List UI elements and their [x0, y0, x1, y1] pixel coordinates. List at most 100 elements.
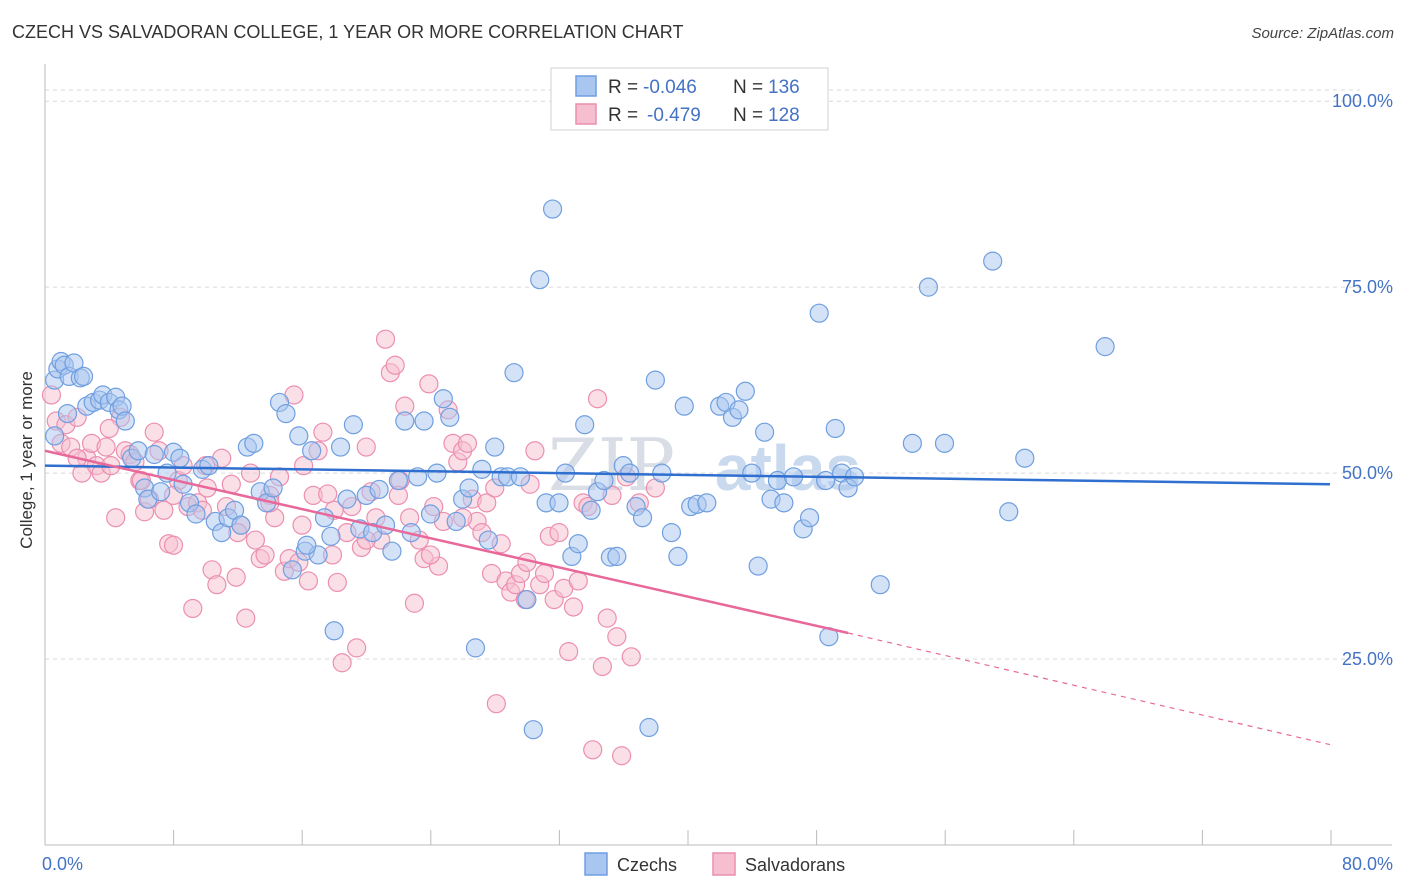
- czech-point: [934, 433, 955, 453]
- salvadoran-point: [404, 593, 425, 613]
- czech-point: [735, 381, 755, 401]
- y-tick-label: 100.0%: [1332, 91, 1393, 111]
- y-tick-label: 50.0%: [1342, 463, 1393, 483]
- salvadoran-point: [154, 500, 174, 520]
- czech-point: [581, 500, 601, 520]
- salvadoran-point: [163, 535, 184, 555]
- czech-point: [639, 717, 659, 738]
- czech-point: [276, 403, 296, 424]
- czech-point: [199, 456, 219, 476]
- axes: [44, 64, 1392, 846]
- czech-point: [652, 463, 672, 483]
- salvadoran-point: [477, 493, 497, 513]
- czech-point: [523, 720, 543, 740]
- czech-point: [263, 478, 283, 498]
- salvadoran-point: [563, 597, 584, 617]
- salvadoran-point: [486, 694, 506, 714]
- salvadoran-point: [298, 571, 319, 591]
- legend-salv-n-value: 128: [768, 105, 800, 126]
- czech-point: [632, 508, 653, 528]
- salvadoran-point: [347, 638, 367, 658]
- salvadoran-point: [96, 437, 116, 457]
- legend-top: R = -0.046 N = 136 R = -0.479 N = 128: [550, 67, 829, 131]
- czech-point: [151, 482, 171, 502]
- czech-point: [575, 415, 595, 435]
- czech-point: [45, 426, 65, 446]
- czech-point: [128, 441, 148, 461]
- salvadoran-point: [207, 575, 227, 595]
- salvadoran-point: [318, 484, 338, 504]
- czech-point: [607, 546, 627, 567]
- czech-point: [446, 511, 466, 532]
- salvadoran-point: [99, 418, 119, 439]
- czech-point: [289, 426, 309, 446]
- salvadoran-point: [419, 374, 439, 394]
- salvadoran-point: [583, 740, 603, 760]
- czech-point: [742, 463, 762, 483]
- czech-point: [774, 493, 794, 513]
- czech-point: [186, 504, 206, 524]
- salvadoran-point: [183, 598, 203, 619]
- czech-point: [115, 411, 135, 431]
- y-tick-label: 25.0%: [1342, 649, 1393, 669]
- czech-point: [369, 479, 389, 500]
- salvadoran-point: [597, 608, 617, 628]
- bottom-legend-salv-swatch: [712, 852, 736, 876]
- salvadoran-point: [241, 463, 261, 483]
- czech-point: [504, 363, 524, 383]
- salvadoran-point: [255, 545, 275, 565]
- bottom-legend-salv-label: Salvadorans: [745, 855, 845, 875]
- salvadoran-trendline: [44, 449, 849, 635]
- czech-point: [382, 541, 402, 561]
- czech-point: [999, 502, 1019, 522]
- salvadoran-point: [420, 545, 441, 565]
- czech-point: [478, 530, 498, 550]
- czech-point: [170, 448, 190, 468]
- salvadoran-point: [621, 647, 641, 667]
- czech-point: [375, 515, 396, 535]
- czech-point: [1095, 337, 1115, 357]
- legend-salv-r-value: -0.479: [647, 105, 701, 126]
- czech-point: [343, 415, 363, 435]
- x-tick-label: 80.0%: [1342, 854, 1393, 874]
- salvadoran-point: [327, 572, 347, 593]
- legend-salv-n-label: N =: [733, 105, 763, 126]
- czech-point: [395, 411, 415, 431]
- czech-point: [321, 526, 341, 546]
- bottom-legend-czech-swatch: [584, 852, 608, 876]
- legend-czech-n-value: 136: [768, 77, 800, 98]
- salvadoran-point: [612, 746, 632, 766]
- chart-source: Source: ZipAtlas.com: [1251, 25, 1394, 42]
- salvadoran-point: [525, 441, 545, 461]
- czech-point: [645, 370, 665, 390]
- czech-point: [459, 478, 479, 498]
- salvadoran-point: [313, 422, 333, 442]
- salvadoran-point: [245, 530, 266, 550]
- tick-labels: 25.0% 50.0% 75.0% 100.0% 0.0% 80.0%: [42, 91, 1393, 874]
- czech-point: [388, 470, 408, 491]
- czech-point: [314, 508, 335, 528]
- czech-point: [799, 508, 820, 528]
- salvadoran-point: [385, 355, 405, 375]
- salvadoran-point: [226, 567, 246, 587]
- czech-point: [870, 575, 890, 595]
- legend-czech-r-value: -0.046: [643, 77, 697, 98]
- x-tick-label: 0.0%: [42, 854, 83, 874]
- czech-point: [302, 441, 322, 461]
- czech-point: [549, 493, 569, 513]
- czech-point: [414, 411, 434, 431]
- czech-point: [568, 534, 588, 554]
- czech-point: [517, 589, 537, 610]
- czech-point: [767, 470, 788, 491]
- salvadoran-point: [568, 571, 588, 591]
- czech-point: [73, 366, 94, 386]
- legend-bottom: Czechs Salvadorans: [584, 852, 845, 876]
- czech-point: [918, 277, 939, 297]
- y-tick-label: 75.0%: [1342, 277, 1393, 297]
- salvadoran-point: [592, 656, 612, 677]
- legend-salv-swatch: [575, 103, 597, 125]
- czech-point: [825, 418, 845, 439]
- czech-points: [45, 199, 1115, 740]
- czech-point: [697, 493, 717, 513]
